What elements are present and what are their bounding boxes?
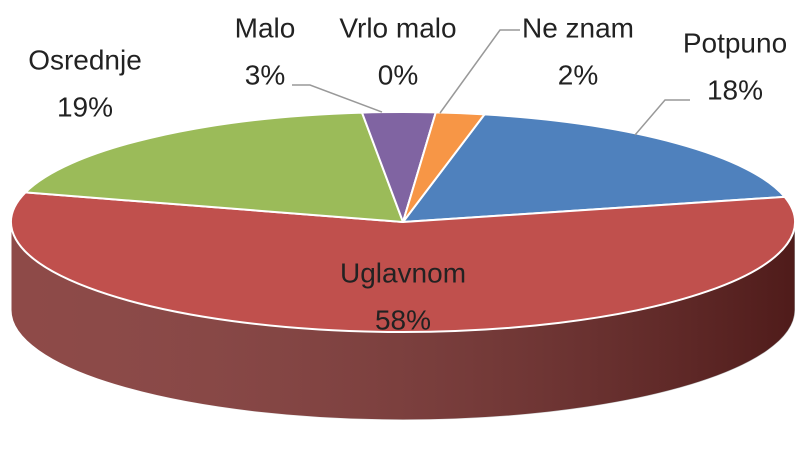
- slice-value-label: 0%: [378, 59, 418, 90]
- slice-value-label: 19%: [57, 91, 113, 122]
- leader-line: [634, 99, 690, 136]
- slice-value-label: 58%: [375, 304, 431, 335]
- slice: [402, 113, 786, 223]
- slice-label: Malo: [235, 12, 296, 43]
- slice-label: Vrlo malo: [339, 12, 456, 43]
- labels: Potpuno 18% Uglavnom 58% Osrednje 19% Malo 3% Vr…: [28, 12, 787, 335]
- leader-line: [292, 84, 383, 113]
- slice-label: Uglavnom: [340, 257, 466, 288]
- slice-value-label: 18%: [707, 74, 763, 105]
- slice: [24, 111, 404, 223]
- slice-value-label: 3%: [245, 59, 285, 90]
- slice-value-label: 2%: [558, 59, 598, 90]
- slice: [10, 191, 796, 333]
- side-shade: [11, 222, 795, 420]
- slice-label: Ne znam: [522, 12, 634, 43]
- tops: [10, 111, 796, 333]
- slice-label: Potpuno: [683, 27, 787, 58]
- slice: [402, 111, 486, 223]
- leader-line: [439, 29, 520, 114]
- slice-label: Osrednje: [28, 44, 142, 75]
